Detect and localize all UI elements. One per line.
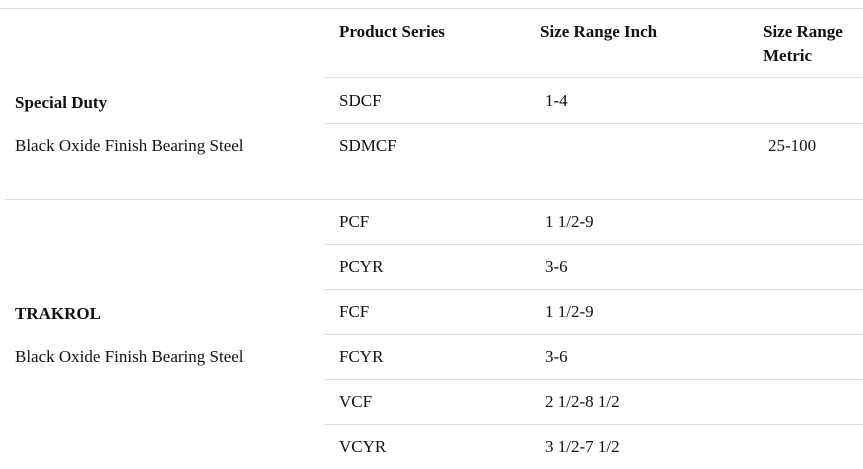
cell: 1-4 bbox=[545, 91, 568, 110]
group-name: Special Duty bbox=[15, 92, 108, 112]
row-rule bbox=[324, 334, 863, 335]
group-name: TRAKROL bbox=[15, 303, 101, 323]
cell: 2 1/2-8 1/2 bbox=[545, 392, 620, 411]
group-description: Black Oxide Finish Bearing Steel bbox=[15, 135, 244, 155]
cell: 3-6 bbox=[545, 257, 568, 276]
cell: FCYR bbox=[339, 347, 384, 366]
row-rule bbox=[324, 123, 863, 124]
cell: 3 1/2-7 1/2 bbox=[545, 437, 620, 456]
row-rule bbox=[324, 289, 863, 290]
table-border bbox=[0, 8, 863, 9]
column-header: Size Range Metric bbox=[763, 22, 843, 65]
cell: PCF bbox=[339, 212, 370, 231]
header-rule bbox=[324, 77, 863, 78]
row-rule bbox=[324, 244, 863, 245]
cell: SDCF bbox=[339, 91, 382, 110]
row-rule bbox=[324, 424, 863, 425]
cell: 25-100 bbox=[768, 136, 817, 155]
group-rule bbox=[5, 199, 863, 200]
cell: VCYR bbox=[339, 437, 387, 456]
column-header: Product Series bbox=[339, 22, 445, 41]
cell: FCF bbox=[339, 302, 370, 321]
group-description: Black Oxide Finish Bearing Steel bbox=[15, 346, 244, 366]
row-rule bbox=[324, 379, 863, 380]
cell: 3-6 bbox=[545, 347, 568, 366]
cell: PCYR bbox=[339, 257, 384, 276]
cell: SDMCF bbox=[339, 136, 397, 155]
cell: VCF bbox=[339, 392, 373, 411]
cell: 1 1/2-9 bbox=[545, 212, 594, 231]
column-header: Size Range Inch bbox=[540, 22, 658, 41]
cell: 1 1/2-9 bbox=[545, 302, 594, 321]
